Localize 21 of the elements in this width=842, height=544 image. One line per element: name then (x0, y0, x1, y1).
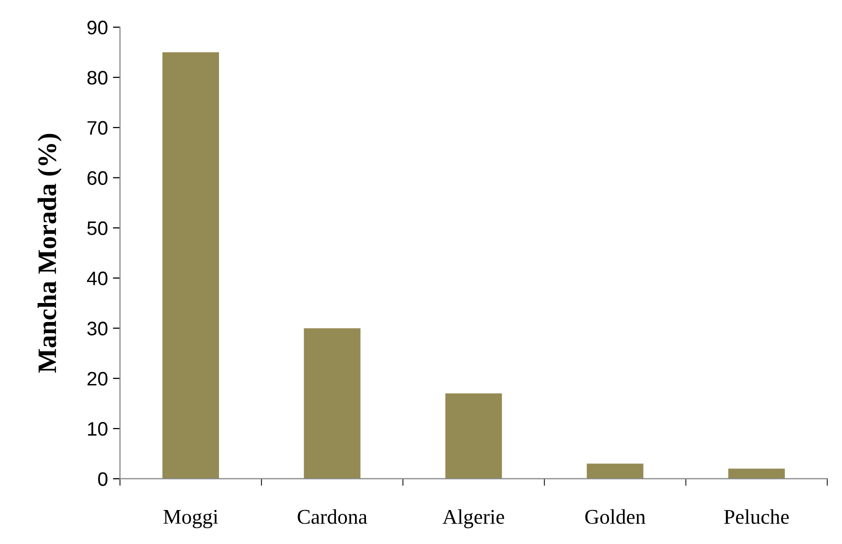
y-tick-label: 50 (87, 221, 108, 236)
bar (304, 328, 360, 479)
x-tick-label: Cardona (298, 509, 368, 524)
y-axis-title: Mancha Morada (%) (38, 134, 62, 373)
bar (728, 468, 785, 479)
y-tick-label: 70 (88, 121, 108, 135)
y-tick-label: 60 (88, 171, 108, 185)
y-tick-label: 20 (88, 372, 108, 386)
y-tick-label: 0 (98, 472, 108, 486)
x-tick-label: Moggi (164, 510, 218, 528)
bar (586, 464, 644, 479)
x-tick-label: Golden (585, 509, 646, 524)
y-tick-label: 80 (87, 70, 108, 85)
x-tick-label: Algerie (442, 509, 504, 528)
y-tick-label: 30 (87, 322, 108, 336)
x-tick-label: Peluche (724, 509, 789, 524)
y-tick-label: 40 (87, 272, 108, 286)
bar (162, 52, 220, 479)
y-tick-label: 90 (87, 20, 108, 34)
bar (445, 393, 502, 479)
y-tick-label: 10 (88, 422, 108, 436)
